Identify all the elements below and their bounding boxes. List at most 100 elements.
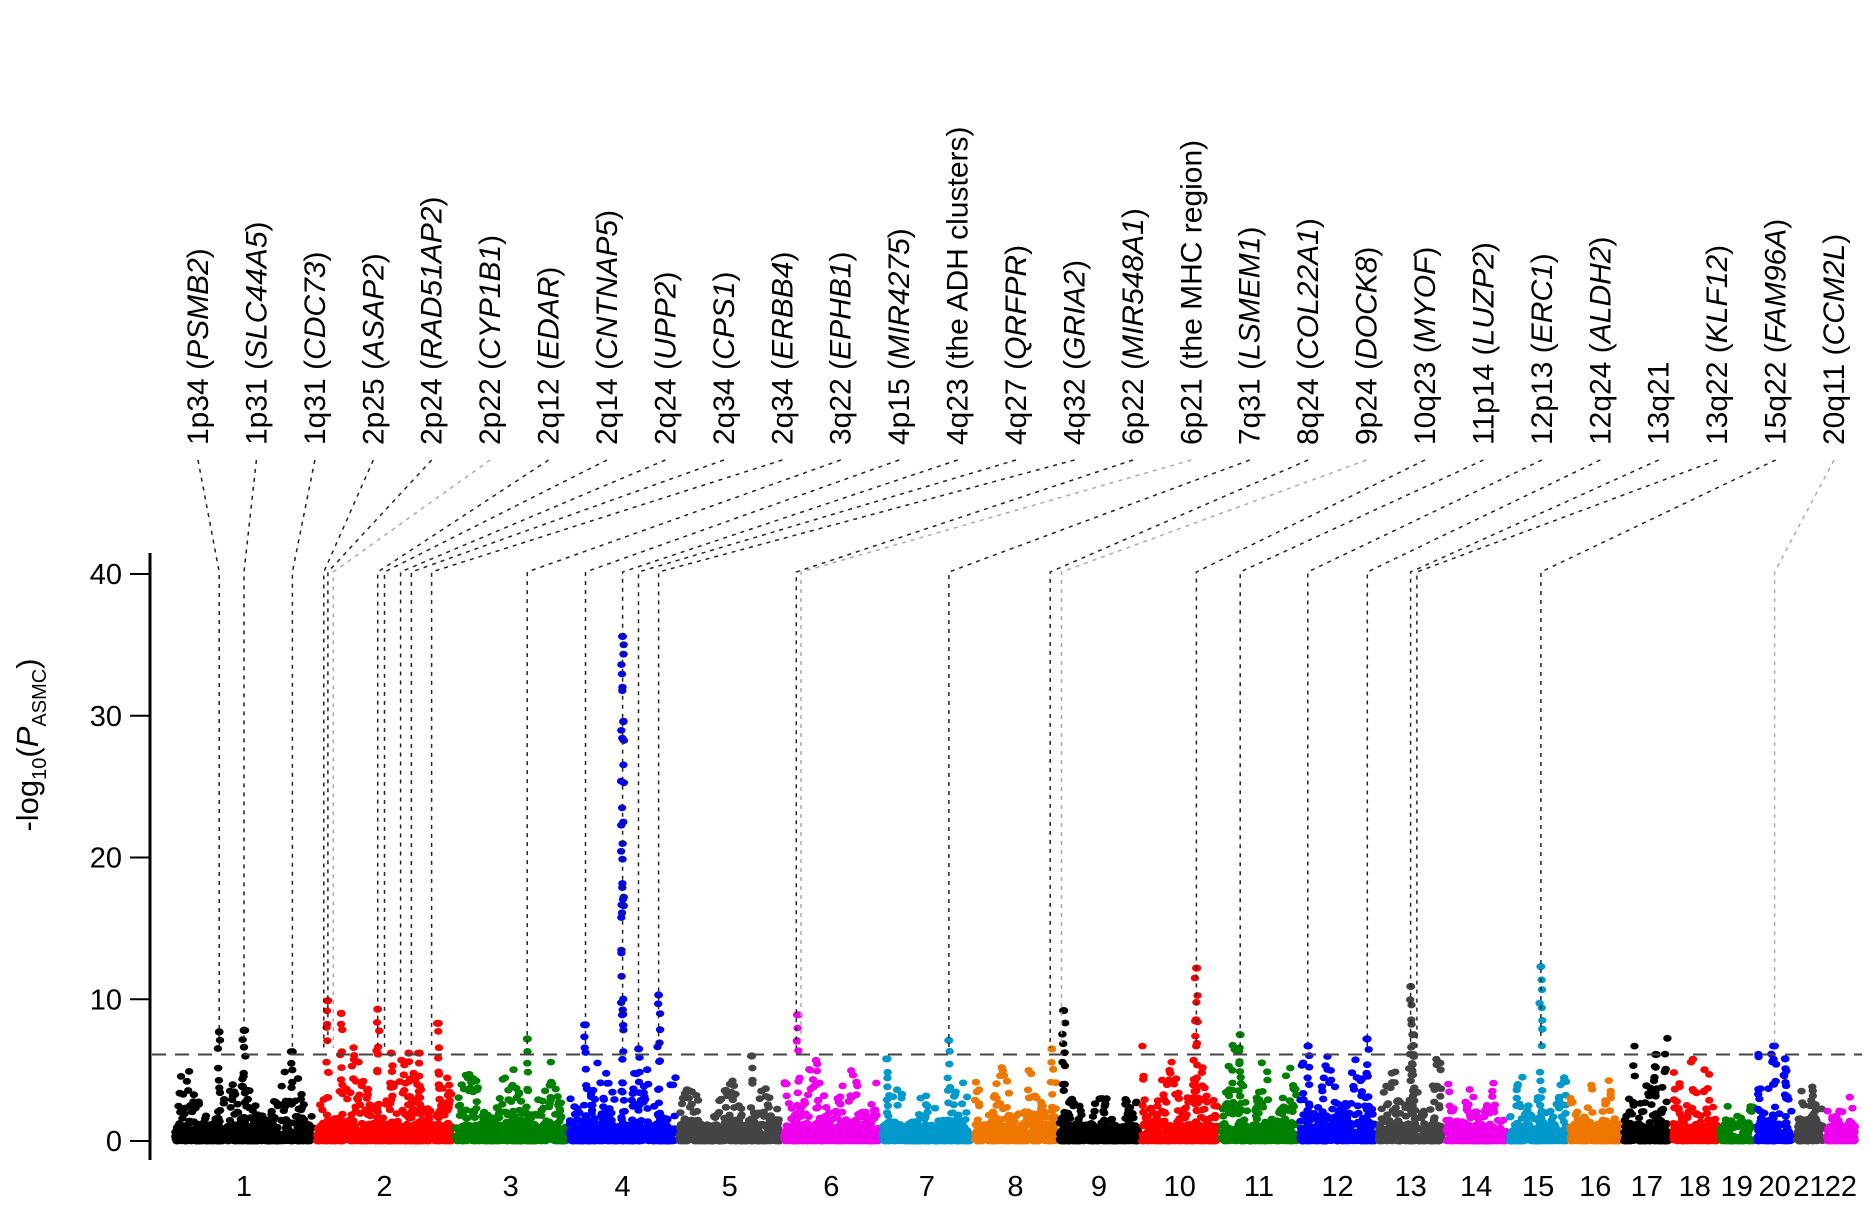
data-point [676,1109,685,1116]
peak-point [405,1133,415,1141]
data-point [1093,1135,1102,1143]
data-point [495,1095,504,1102]
data-point [1200,1105,1209,1113]
peak-point [387,1137,396,1145]
data-point [349,1133,358,1141]
data-point [254,1136,264,1144]
data-point [596,1079,605,1087]
peak-point [238,1137,247,1145]
data-point [825,1109,834,1117]
data-point [1023,1129,1033,1137]
data-point [918,1112,927,1120]
data-point [181,1135,191,1143]
peak-point [288,1119,297,1127]
data-point [729,1082,739,1090]
peak-point [635,1118,644,1126]
peak-point [338,1110,347,1118]
chromosome-1-points [171,1026,317,1145]
data-point [1045,1129,1054,1137]
peak-point [1061,1019,1070,1027]
data-point [897,1094,906,1102]
data-point [802,1123,812,1131]
data-point [1118,1123,1128,1130]
data-point [948,1109,957,1117]
peak-point [435,1095,444,1103]
data-point [1202,1098,1212,1106]
data-point [1139,1076,1148,1083]
data-point [392,1110,401,1117]
peak-point [524,1112,533,1119]
peak-point [522,1123,531,1130]
peak-point [794,1047,803,1054]
data-point [479,1121,488,1129]
peak-point [618,1055,627,1063]
data-point [398,1106,407,1114]
peak-point [523,1085,532,1093]
peak-point [617,949,626,957]
data-point [721,1103,731,1111]
data-point [782,1080,791,1088]
data-point [351,1103,360,1111]
peak-point [287,1059,296,1067]
data-point [253,1111,262,1119]
data-point [773,1105,782,1113]
data-point [414,1093,423,1101]
data-point [1125,1111,1134,1119]
data-point [504,1096,513,1104]
data-point [593,1059,602,1067]
peak-point [582,1114,591,1122]
peak-point [1048,1091,1057,1098]
peak-point [523,1068,533,1076]
data-point [1101,1100,1110,1108]
data-point [1165,1066,1174,1074]
peak-point [434,1028,443,1035]
data-point [174,1102,183,1110]
data-point [756,1133,765,1141]
peak-point [619,761,628,769]
data-point [736,1125,745,1133]
peak-point [323,1068,333,1076]
data-point [692,1107,702,1115]
peak-top-point [386,1049,396,1057]
peak-point [434,1054,443,1062]
data-point [189,1091,198,1099]
data-point [1138,1102,1147,1109]
data-point [1023,1086,1033,1094]
peak-point [747,1137,756,1145]
data-point [1263,1096,1273,1104]
data-point [764,1103,773,1111]
data-point [363,1111,373,1119]
data-point [1146,1136,1155,1144]
data-point [815,1079,824,1087]
data-point [599,1094,608,1102]
data-point [730,1104,739,1111]
peak-point [795,1132,804,1140]
data-point [574,1136,584,1144]
data-point [1002,1077,1012,1085]
data-point [1153,1110,1163,1118]
peak-top-point [434,1019,443,1027]
peak-point [386,1079,395,1087]
data-point [1013,1135,1022,1142]
data-point [768,1129,778,1137]
peak-point [415,1101,425,1108]
peak-point [287,1100,297,1108]
data-point [1139,1122,1149,1129]
data-point [1169,1122,1179,1130]
data-point [508,1129,517,1137]
peak-point [1060,1080,1069,1088]
data-point [958,1079,968,1087]
data-point [595,1137,604,1144]
data-point [643,1066,652,1074]
peak-point [1049,1065,1058,1073]
data-point [1024,1094,1034,1102]
data-point [992,1094,1001,1102]
peak-point [387,1096,396,1104]
data-point [570,1103,579,1110]
data-point [1236,1080,1246,1087]
data-point [707,1132,716,1139]
data-point [1193,1061,1202,1069]
data-point [604,1079,613,1087]
data-point [1200,1115,1209,1123]
peak-point [322,1111,332,1119]
